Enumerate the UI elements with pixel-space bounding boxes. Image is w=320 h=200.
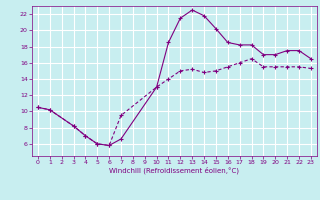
X-axis label: Windchill (Refroidissement éolien,°C): Windchill (Refroidissement éolien,°C): [109, 167, 239, 174]
